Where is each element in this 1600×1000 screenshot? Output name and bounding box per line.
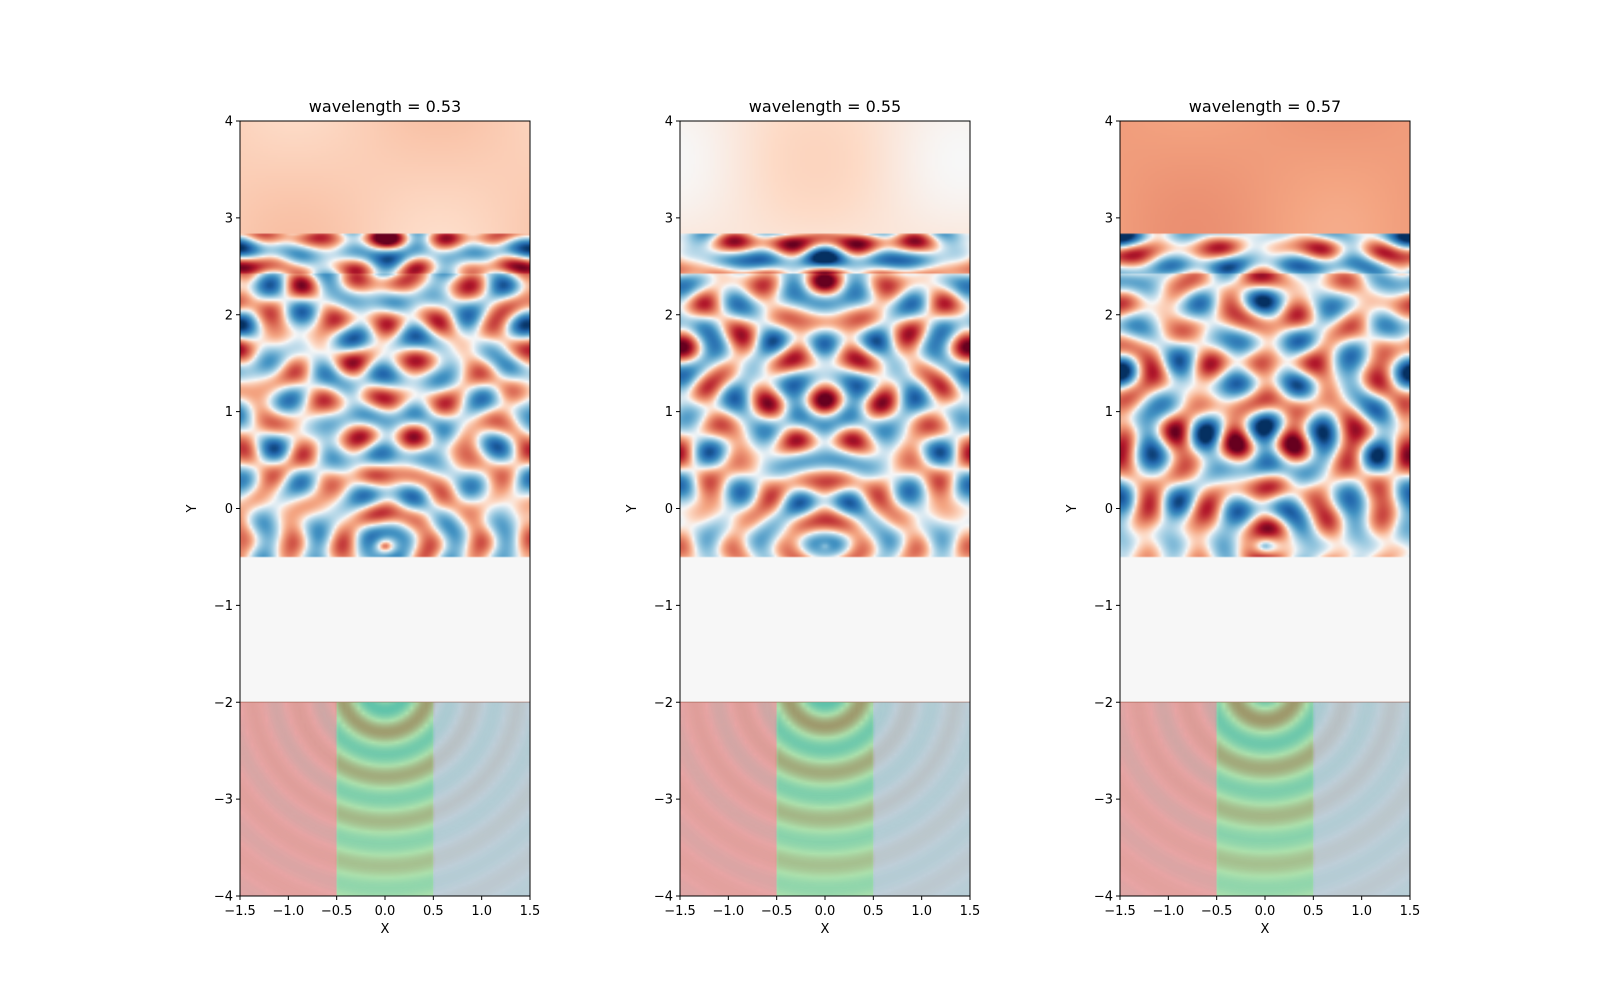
subplot-3: −1.5 −1.0 −0.5 0.0 0.5 1.0 1.5 −4 −3 −2 −1 0 1 2 3 4 wav… xyxy=(1065,97,1420,937)
x-tick-label: −0.5 xyxy=(321,904,353,919)
y-tick-label: 3 xyxy=(1105,211,1113,226)
y-tick-label: −2 xyxy=(1094,696,1113,711)
x-tick-label: 0.0 xyxy=(375,904,396,919)
x-tick-label: −0.5 xyxy=(1201,904,1233,919)
source-wave-pattern xyxy=(240,702,530,896)
x-tick-label: 0.5 xyxy=(863,904,884,919)
subplot-title: wavelength = 0.53 xyxy=(309,97,461,116)
x-tick-label: 0.5 xyxy=(423,904,444,919)
y-tick-label: 2 xyxy=(665,308,673,323)
y-tick-label: 2 xyxy=(1105,308,1113,323)
x-tick-label: −1.0 xyxy=(273,904,305,919)
y-axis-label: Y xyxy=(1065,504,1080,513)
subplot-title: wavelength = 0.55 xyxy=(749,97,901,116)
x-axis-label: X xyxy=(821,922,830,937)
source-wave-pattern xyxy=(680,702,970,896)
subplot-title: wavelength = 0.57 xyxy=(1189,97,1341,116)
y-tick-label: 4 xyxy=(665,115,673,130)
x-tick-label: 1.0 xyxy=(911,904,932,919)
y-tick-label: 1 xyxy=(225,405,233,420)
y-tick-label: −3 xyxy=(654,793,673,808)
y-tick-label: 4 xyxy=(1105,115,1113,130)
y-tick-label: −4 xyxy=(654,890,673,905)
y-tick-label: 0 xyxy=(1105,502,1113,517)
x-tick-label: −1.5 xyxy=(1104,904,1136,919)
x-tick-label: −1.5 xyxy=(664,904,696,919)
x-tick-label: −1.0 xyxy=(1153,904,1185,919)
y-tick-label: 3 xyxy=(225,211,233,226)
x-tick-label: 1.5 xyxy=(1400,904,1421,919)
source-wave-pattern xyxy=(1120,702,1410,896)
y-tick-label: 1 xyxy=(665,405,673,420)
field-heatmap xyxy=(240,121,530,703)
y-tick-label: 1 xyxy=(1105,405,1113,420)
x-tick-label: −0.5 xyxy=(761,904,793,919)
x-axis-label: X xyxy=(1261,922,1270,937)
y-tick-label: −1 xyxy=(654,599,673,614)
field-heatmap xyxy=(680,121,970,703)
y-tick-label: −4 xyxy=(1094,890,1113,905)
y-axis-label: Y xyxy=(185,504,200,513)
x-tick-label: −1.0 xyxy=(713,904,745,919)
x-tick-label: 1.0 xyxy=(471,904,492,919)
y-tick-label: 0 xyxy=(665,502,673,517)
y-tick-label: −1 xyxy=(214,599,233,614)
x-axis-label: X xyxy=(381,922,390,937)
x-tick-label: 1.5 xyxy=(520,904,541,919)
y-tick-label: 0 xyxy=(225,502,233,517)
x-tick-label: 1.0 xyxy=(1351,904,1372,919)
y-tick-label: −4 xyxy=(214,890,233,905)
y-tick-label: −2 xyxy=(654,696,673,711)
subplot-1: −1.5 −1.0 −0.5 0.0 0.5 1.0 1.5 −4 −3 −2 −1 0 1 2 3 4 wav… xyxy=(185,97,540,937)
x-tick-label: 1.5 xyxy=(960,904,981,919)
x-tick-label: 0.0 xyxy=(815,904,836,919)
y-tick-label: −3 xyxy=(1094,793,1113,808)
y-tick-label: 3 xyxy=(665,211,673,226)
x-tick-label: 0.5 xyxy=(1303,904,1324,919)
y-tick-label: 2 xyxy=(225,308,233,323)
field-heatmap xyxy=(1120,121,1410,703)
y-tick-label: −1 xyxy=(1094,599,1113,614)
subplot-2: −1.5 −1.0 −0.5 0.0 0.5 1.0 1.5 −4 −3 −2 −1 0 1 2 3 4 wav… xyxy=(625,97,980,937)
x-tick-label: −1.5 xyxy=(224,904,256,919)
y-tick-label: −2 xyxy=(214,696,233,711)
y-tick-label: −3 xyxy=(214,793,233,808)
y-axis-label: Y xyxy=(625,504,640,513)
y-tick-label: 4 xyxy=(225,115,233,130)
x-tick-label: 0.0 xyxy=(1255,904,1276,919)
